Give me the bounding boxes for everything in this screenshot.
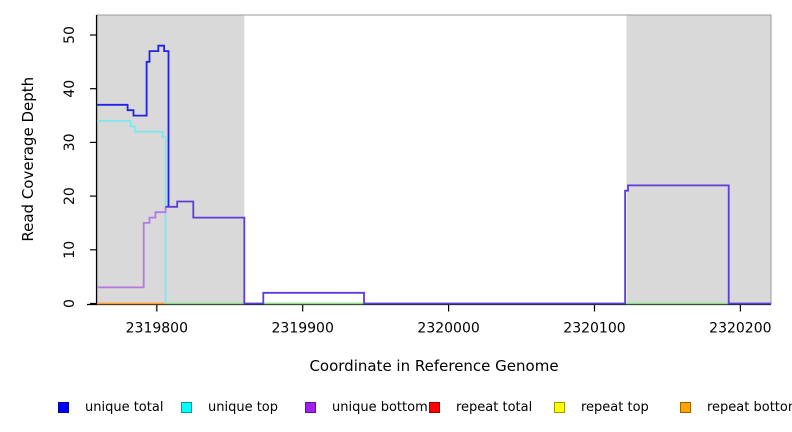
x-tick-label: 2319900 <box>272 321 334 337</box>
plot-area: 0 10 20 30 40 50 2319800 2319900 2320000 2320100 2… <box>19 14 772 375</box>
legend-label: repeat bottom <box>707 399 792 415</box>
x-tick-label: 2319800 <box>126 321 188 337</box>
legend-swatch-icon <box>554 401 565 413</box>
x-axis-title: Coordinate in Reference Genome <box>309 357 558 375</box>
coverage-lines <box>97 44 771 305</box>
legend-swatch-icon <box>58 401 69 413</box>
y-tick-label: 20 <box>62 187 78 205</box>
y-tick-label: 30 <box>62 133 78 151</box>
shaded-region <box>97 15 245 304</box>
legend-swatch-icon <box>429 401 440 413</box>
x-tick-label: 2320200 <box>709 321 771 337</box>
legend-item-repeat-top: repeat top <box>554 396 649 418</box>
legend: unique total unique top unique bottom repea… <box>0 396 792 422</box>
legend-swatch-icon <box>181 401 192 413</box>
x-tick-label: 2320000 <box>417 321 479 337</box>
tick-labels: 0 10 20 30 40 50 2319800 2319900 2320000 2320100 2… <box>62 26 772 336</box>
y-axis-title: Read Coverage Depth <box>19 77 37 242</box>
y-tick-label: 0 <box>62 299 78 308</box>
axes <box>87 15 771 312</box>
legend-label: unique bottom <box>332 399 428 415</box>
legend-item-unique-bottom: unique bottom <box>305 396 428 418</box>
series-line-total-bottom-overlap <box>165 184 771 305</box>
legend-label: repeat top <box>581 399 649 415</box>
legend-item-unique-top: unique top <box>181 396 278 418</box>
legend-swatch-icon <box>680 401 691 413</box>
y-tick-label: 50 <box>62 26 78 44</box>
x-tick-label: 2320100 <box>563 321 625 337</box>
series-line-unique-bottom-visible <box>97 206 167 289</box>
shaded-regions <box>97 15 771 304</box>
legend-label: unique top <box>208 399 279 415</box>
series-line-unique-top-visible <box>97 120 167 304</box>
series-line-unique-total-visible <box>97 44 170 207</box>
legend-label: unique total <box>85 399 164 415</box>
legend-label: repeat total <box>456 399 533 415</box>
legend-item-repeat-total: repeat total <box>429 396 532 418</box>
legend-item-repeat-bottom: repeat bottom <box>680 396 792 418</box>
shaded-region <box>626 15 771 304</box>
legend-item-unique-total: unique total <box>58 396 163 418</box>
y-tick-label: 40 <box>62 80 78 98</box>
y-tick-label: 10 <box>62 241 78 259</box>
legend-swatch-icon <box>305 401 316 413</box>
